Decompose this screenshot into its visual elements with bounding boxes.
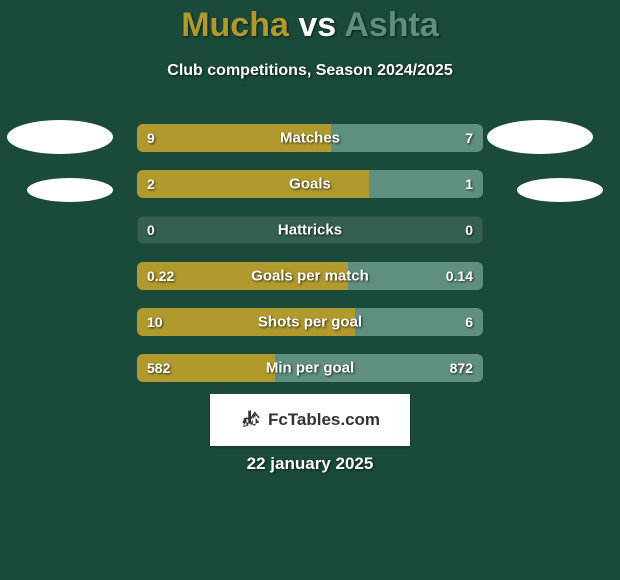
title-mid: vs xyxy=(289,6,344,44)
player-avatar-left-large xyxy=(7,120,113,154)
stat-row: 106Shots per goal xyxy=(137,308,483,336)
stat-row: 21Goals xyxy=(137,170,483,198)
stat-label: Goals per match xyxy=(137,268,483,285)
stat-label: Hattricks xyxy=(137,222,483,239)
page-title: Mucha vs Ashta xyxy=(0,6,620,45)
player-avatar-right-large xyxy=(487,120,593,154)
brand-box[interactable]: FcTables.com xyxy=(210,394,410,446)
subtitle: Club competitions, Season 2024/2025 xyxy=(0,62,620,80)
brand-text: FcTables.com xyxy=(268,410,380,430)
brand-icon xyxy=(240,407,262,434)
stat-label: Min per goal xyxy=(137,360,483,377)
player-avatar-left-small xyxy=(27,178,113,202)
stats-bars: 97Matches 21Goals 00Hattricks 0.220.14Goals… xyxy=(137,124,483,400)
stat-label: Matches xyxy=(137,130,483,147)
player-avatar-right-small xyxy=(517,178,603,202)
title-right: Ashta xyxy=(344,6,438,44)
stat-row: 582872Min per goal xyxy=(137,354,483,382)
stat-label: Goals xyxy=(137,176,483,193)
stat-label: Shots per goal xyxy=(137,314,483,331)
stat-row: 0.220.14Goals per match xyxy=(137,262,483,290)
stat-row: 00Hattricks xyxy=(137,216,483,244)
stat-row: 97Matches xyxy=(137,124,483,152)
date-line: 22 january 2025 xyxy=(0,454,620,474)
title-left: Mucha xyxy=(181,6,289,44)
